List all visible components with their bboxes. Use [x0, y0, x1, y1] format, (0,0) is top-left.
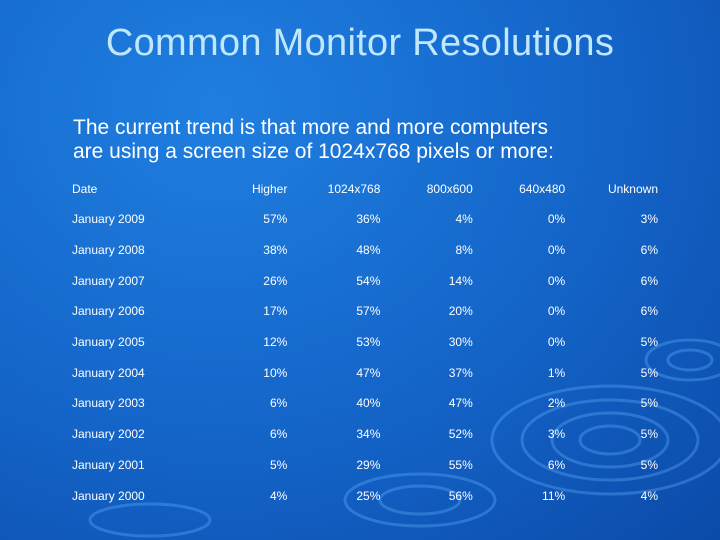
cell-1024x768: 47% [356, 365, 381, 380]
cell-date: January 2002 [72, 427, 145, 442]
cell-640x480: 0% [547, 212, 566, 227]
cell-unknown: 6% [640, 304, 658, 319]
cell-unknown: 6% [640, 243, 658, 258]
cell-1024x768: 53% [356, 335, 381, 350]
cell-1024x768: 36% [356, 212, 381, 227]
cell-800x600: 14% [448, 273, 473, 288]
cell-higher: 10% [263, 365, 288, 380]
cell-800x600: 56% [448, 488, 473, 503]
header-date: Date [72, 182, 98, 196]
cell-unknown: 3% [640, 212, 658, 227]
cell-800x600: 20% [448, 304, 473, 319]
cell-date: January 2008 [72, 243, 145, 258]
cell-640x480: 0% [547, 243, 566, 258]
table-row: January 2000 4% 25% 56% 11% 4% [68, 480, 664, 511]
cell-higher: 17% [263, 304, 288, 319]
cell-800x600: 4% [455, 212, 473, 227]
cell-unknown: 5% [640, 396, 658, 411]
cell-date: January 2000 [72, 488, 145, 503]
cell-1024x768: 34% [356, 427, 381, 442]
cell-higher: 38% [263, 243, 288, 258]
resolution-table: Date Higher 1024x768 800x600 640x480 Unk… [68, 174, 664, 511]
cell-800x600: 55% [448, 457, 473, 472]
cell-date: January 2003 [72, 396, 145, 411]
cell-date: January 2001 [72, 457, 145, 472]
cell-640x480: 6% [547, 457, 566, 472]
cell-unknown: 5% [640, 335, 658, 350]
cell-higher: 57% [263, 212, 288, 227]
table-row: January 2002 6% 34% 52% 3% 5% [68, 419, 664, 450]
table-row: January 2008 38% 48% 8% 0% 6% [68, 235, 664, 266]
cell-640x480: 2% [547, 396, 566, 411]
table-row: January 2009 57% 36% 4% 0% 3% [68, 204, 664, 235]
subtitle-line-1: The current trend is that more and more … [73, 116, 549, 139]
cell-1024x768: 29% [356, 457, 381, 472]
cell-800x600: 30% [448, 335, 473, 350]
header-800x600: 800x600 [426, 182, 473, 196]
cell-640x480: 3% [547, 427, 566, 442]
cell-640x480: 1% [547, 365, 566, 380]
cell-640x480: 0% [547, 335, 566, 350]
header-unknown: Unknown [607, 182, 658, 196]
slide-subtitle: The current trend is that more and more … [73, 116, 693, 164]
cell-800x600: 8% [455, 243, 473, 258]
cell-unknown: 5% [640, 427, 658, 442]
cell-unknown: 6% [640, 273, 658, 288]
cell-640x480: 0% [547, 304, 566, 319]
table-row: January 2001 5% 29% 55% 6% 5% [68, 450, 664, 481]
cell-date: January 2005 [72, 335, 145, 350]
cell-800x600: 37% [448, 365, 473, 380]
table-row: January 2003 6% 40% 47% 2% 5% [68, 388, 664, 419]
cell-higher: 5% [269, 457, 288, 472]
table-row: January 2004 10% 47% 37% 1% 5% [68, 357, 664, 388]
cell-date: January 2009 [72, 212, 145, 227]
cell-unknown: 4% [640, 488, 658, 503]
header-640x480: 640x480 [519, 182, 566, 196]
cell-date: January 2006 [72, 304, 145, 319]
table-row: January 2006 17% 57% 20% 0% 6% [68, 296, 664, 327]
cell-unknown: 5% [640, 365, 658, 380]
cell-640x480: 0% [547, 273, 566, 288]
cell-unknown: 5% [640, 457, 658, 472]
cell-1024x768: 57% [356, 304, 381, 319]
cell-800x600: 52% [448, 427, 473, 442]
cell-higher: 4% [269, 488, 288, 503]
table-body: January 2009 57% 36% 4% 0% 3% January 2008 38% 4… [68, 204, 664, 511]
cell-higher: 6% [269, 427, 288, 442]
cell-800x600: 47% [448, 396, 473, 411]
cell-higher: 26% [263, 273, 288, 288]
cell-640x480: 11% [542, 488, 566, 503]
cell-higher: 6% [269, 396, 288, 411]
table-row: January 2005 12% 53% 30% 0% 5% [68, 327, 664, 358]
cell-1024x768: 48% [356, 243, 381, 258]
header-higher: Higher [251, 182, 288, 196]
cell-date: January 2004 [72, 365, 145, 380]
cell-1024x768: 25% [356, 488, 381, 503]
table-header-row: Date Higher 1024x768 800x600 640x480 Unk… [68, 174, 664, 204]
cell-1024x768: 40% [356, 396, 381, 411]
header-1024x768: 1024x768 [327, 182, 381, 196]
cell-date: January 2007 [72, 273, 145, 288]
subtitle-line-2: are using a screen size of 1024x768 pixe… [73, 140, 554, 163]
table-row: January 2007 26% 54% 14% 0% 6% [68, 265, 664, 296]
slide-title: Common Monitor Resolutions [105, 22, 615, 64]
cell-1024x768: 54% [356, 273, 381, 288]
cell-higher: 12% [263, 335, 288, 350]
